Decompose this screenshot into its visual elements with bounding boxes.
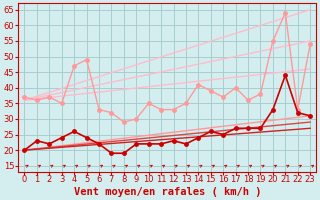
X-axis label: Vent moyen/en rafales ( km/h ): Vent moyen/en rafales ( km/h ) <box>74 187 261 197</box>
